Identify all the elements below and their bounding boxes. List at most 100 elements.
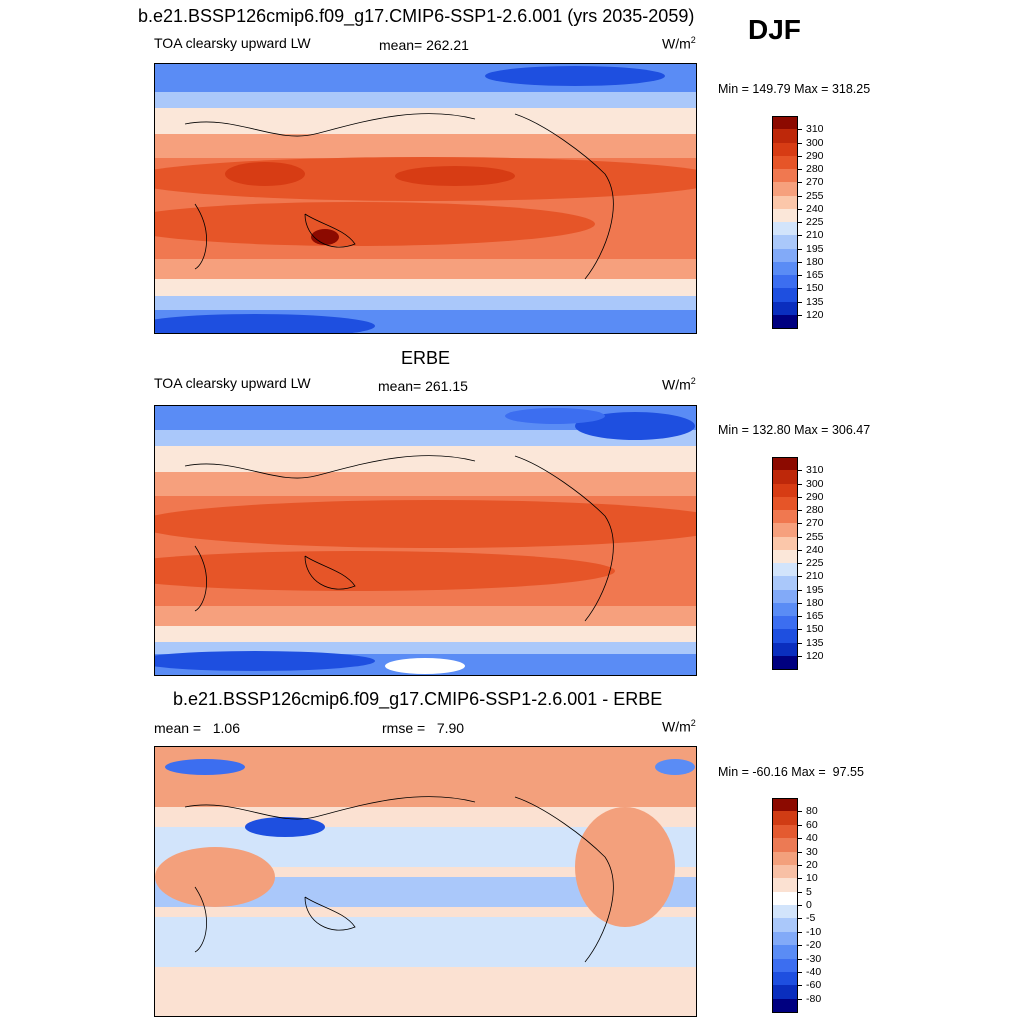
- colorbar-tick-label: 195: [806, 242, 824, 255]
- colorbar-tick-label: 150: [806, 623, 824, 636]
- colorbar-tick-label: 240: [806, 202, 824, 215]
- colorbar-tick: [798, 918, 802, 920]
- panel2-variable-label: TOA clearsky upward LW: [154, 375, 311, 391]
- colorbar-tick: [798, 629, 802, 631]
- colorbar-tick-label: 280: [806, 163, 824, 175]
- colorbar-swatch: [772, 838, 798, 852]
- panel3-colorbar: 80 60 40 30 20 10 5 0 -5 -10 -20 -30 -40 -60 -80: [772, 798, 821, 1013]
- colorbar-swatch: [772, 248, 798, 263]
- colorbar-tick: [798, 589, 802, 591]
- colorbar-swatch: [772, 222, 798, 236]
- colorbar-swatch: [772, 182, 798, 196]
- panel1-minmax: Min = 149.79 Max = 318.25: [718, 82, 871, 96]
- colorbar-swatch: [772, 142, 798, 157]
- colorbar-tick: [798, 563, 802, 564]
- colorbar-tick-label: -80: [806, 992, 822, 1005]
- colorbar-tick-label: 60: [806, 818, 818, 831]
- colorbar-tick: [798, 536, 802, 538]
- colorbar-swatch: [772, 811, 798, 826]
- colorbar-swatch: [772, 918, 798, 933]
- colorbar-swatch: [772, 155, 798, 170]
- colorbar-tick-label: 180: [806, 255, 824, 268]
- colorbar-tick: [798, 905, 802, 906]
- colorbar-tick-label: 135: [806, 295, 824, 308]
- page-title: b.e21.BSSP126cmip6.f09_g17.CMIP6-SSP1-2.…: [138, 6, 695, 26]
- colorbar-tick-label: -60: [806, 979, 822, 992]
- colorbar-swatch: [772, 798, 798, 812]
- colorbar-tick-label: 225: [806, 216, 824, 228]
- colorbar-swatch: [772, 576, 798, 590]
- panel2-colorbar: 310 300 290 280 270 255 240 225 210 195 180 165 150 1…: [772, 457, 824, 670]
- colorbar-tick-label: 310: [806, 464, 824, 477]
- colorbar-tick-label: -30: [806, 952, 822, 965]
- colorbar-tick: [798, 169, 802, 170]
- colorbar-tick: [798, 483, 802, 485]
- colorbar-swatch: [772, 642, 798, 657]
- colorbar-swatch: [772, 116, 798, 130]
- panel3-mean-label: mean = 1.06: [154, 720, 241, 736]
- panel2-mean-label: mean= 261.15: [378, 378, 468, 394]
- colorbar-tick-label: 240: [806, 543, 824, 556]
- colorbar-tick-label: 310: [806, 123, 824, 136]
- colorbar-tick: [798, 549, 802, 551]
- colorbar-tick: [798, 851, 802, 853]
- colorbar-tick-label: 300: [806, 136, 824, 149]
- colorbar-tick-label: 300: [806, 477, 824, 490]
- colorbar-swatch: [772, 905, 798, 919]
- panel3-minmax: Min = -60.16 Max = 97.55: [718, 765, 864, 779]
- colorbar-tick-label: 165: [806, 269, 824, 281]
- colorbar-tick-label: 255: [806, 530, 824, 543]
- colorbar-tick: [798, 576, 802, 578]
- colorbar-swatch: [772, 864, 798, 879]
- panel1-colorbar: 310 300 290 280 270 255 240 225 210 195 180 165 150 1…: [772, 116, 824, 329]
- colorbar-tick: [798, 971, 802, 973]
- colorbar-swatch: [772, 129, 798, 143]
- colorbar-swatch: [772, 891, 798, 906]
- panel2-units: W/m2: [662, 376, 696, 393]
- colorbar-tick: [798, 998, 802, 1000]
- colorbar-tick-label: 290: [806, 490, 824, 503]
- colorbar-tick-label: 20: [806, 858, 818, 871]
- colorbar-tick-label: 0: [806, 899, 812, 911]
- colorbar-swatch: [772, 958, 798, 973]
- colorbar-tick-label: 80: [806, 805, 818, 818]
- colorbar-tick-label: 290: [806, 149, 824, 162]
- panel3-rmse-label: rmse = 7.90: [382, 720, 465, 736]
- colorbar-tick: [798, 155, 802, 157]
- colorbar-tick-label: 40: [806, 832, 818, 845]
- colorbar-tick: [798, 878, 802, 880]
- colorbar-tick-label: 255: [806, 189, 824, 202]
- colorbar-swatch: [772, 275, 798, 289]
- panel3-units: W/m2: [662, 718, 696, 735]
- colorbar-swatch: [772, 563, 798, 577]
- colorbar-tick-label: -40: [806, 965, 822, 978]
- colorbar-swatch: [772, 510, 798, 524]
- colorbar-swatch: [772, 878, 798, 893]
- colorbar-tick-label: 195: [806, 583, 824, 596]
- colorbar-swatch: [772, 945, 798, 959]
- colorbar-swatch: [772, 851, 798, 866]
- colorbar-swatch: [772, 235, 798, 249]
- colorbar-tick: [798, 182, 802, 184]
- colorbar-tick: [798, 129, 802, 131]
- colorbar-tick: [798, 945, 802, 947]
- colorbar-tick-label: 225: [806, 557, 824, 569]
- colorbar-swatch: [772, 208, 798, 223]
- colorbar-swatch: [772, 616, 798, 630]
- colorbar-tick: [798, 261, 802, 263]
- panel3-heading: b.e21.BSSP126cmip6.f09_g17.CMIP6-SSP1-2.…: [173, 689, 663, 709]
- colorbar-tick: [798, 811, 802, 813]
- colorbar-tick-label: 10: [806, 872, 818, 885]
- colorbar-swatch: [772, 549, 798, 564]
- colorbar-swatch: [772, 261, 798, 276]
- colorbar-tick-label: 120: [806, 649, 824, 662]
- colorbar-tick-label: 150: [806, 282, 824, 295]
- colorbar-swatch: [772, 523, 798, 537]
- colorbar-tick: [798, 208, 802, 210]
- panel3-map: [154, 746, 697, 1017]
- colorbar-tick: [798, 838, 802, 840]
- colorbar-swatch: [772, 589, 798, 604]
- panel1-map: [154, 63, 697, 334]
- colorbar-tick: [798, 891, 802, 893]
- colorbar-tick-label: 270: [806, 176, 824, 189]
